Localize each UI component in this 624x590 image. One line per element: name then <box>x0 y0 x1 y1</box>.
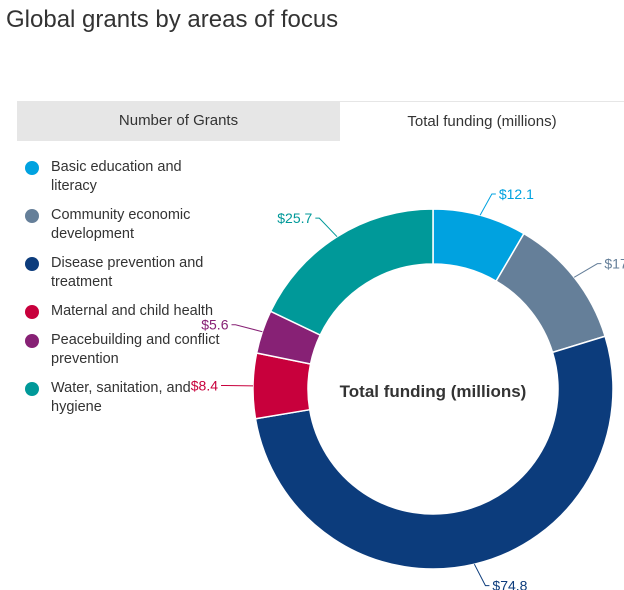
legend-label: Peacebuilding and conflict prevention <box>51 332 220 367</box>
legend-item-water-sanitation-and-hygiene[interactable]: Water, sanitation, and hygiene <box>25 379 225 417</box>
data-label-maternal-and-child-health: $8.4 <box>191 377 218 393</box>
leader-line <box>479 193 496 216</box>
chart-title: Global grants by areas of focus <box>6 6 339 33</box>
legend-label: Community economic development <box>51 207 191 242</box>
data-label-peacebuilding-and-conflict-prevention: $5.6 <box>201 317 228 333</box>
leader-line <box>231 324 263 333</box>
slice-disease-prevention-and-treatment[interactable] <box>254 335 614 570</box>
tab-total-funding[interactable]: Total funding (millions) <box>340 101 624 141</box>
legend-swatch <box>25 382 39 396</box>
leader-line <box>473 563 490 587</box>
legend-label: Water, sanitation, and hygiene <box>51 380 191 415</box>
legend-swatch <box>25 209 39 223</box>
data-label-water-sanitation-and-hygiene: $25.7 <box>277 210 312 226</box>
legend-item-community-economic-development[interactable]: Community economic development <box>25 206 225 244</box>
leader-line <box>573 263 602 278</box>
legend-item-maternal-and-child-health[interactable]: Maternal and child health <box>25 302 225 321</box>
legend-item-peacebuilding-and-conflict-prevention[interactable]: Peacebuilding and conflict prevention <box>25 331 225 369</box>
leader-line <box>315 217 338 238</box>
legend-item-basic-education-and-literacy[interactable]: Basic education and literacy <box>25 158 225 196</box>
data-label-community-economic-development: $17 <box>604 256 624 272</box>
legend-swatch <box>25 257 39 271</box>
data-label-disease-prevention-and-treatment: $74.8 <box>492 578 527 590</box>
legend-swatch <box>25 161 39 175</box>
slice-water-sanitation-and-hygiene[interactable] <box>269 208 434 337</box>
legend-label: Disease prevention and treatment <box>51 255 204 290</box>
legend-swatch <box>25 334 39 348</box>
legend-label: Maternal and child health <box>51 303 214 319</box>
legend-swatch <box>25 305 39 319</box>
chart-tabs: Number of Grants Total funding (millions… <box>17 101 624 141</box>
data-label-basic-education-and-literacy: $12.1 <box>499 186 534 202</box>
legend-item-disease-prevention-and-treatment[interactable]: Disease prevention and treatment <box>25 254 225 292</box>
center-label: Total funding (millions) <box>340 382 527 401</box>
legend-label: Basic education and literacy <box>51 159 182 194</box>
tab-number-of-grants[interactable]: Number of Grants <box>17 101 340 141</box>
legend: Basic education and literacy Community ec… <box>25 158 225 427</box>
